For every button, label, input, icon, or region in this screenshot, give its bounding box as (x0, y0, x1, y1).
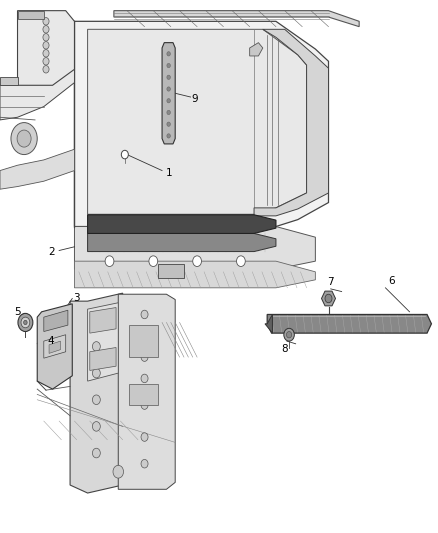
Polygon shape (90, 308, 116, 333)
Circle shape (113, 465, 124, 478)
Circle shape (92, 395, 100, 405)
Circle shape (43, 34, 49, 41)
Polygon shape (88, 215, 276, 233)
Text: 8: 8 (281, 344, 288, 354)
Circle shape (325, 294, 332, 303)
Polygon shape (44, 335, 66, 358)
Circle shape (43, 58, 49, 65)
Polygon shape (265, 314, 272, 333)
Circle shape (43, 50, 49, 57)
Circle shape (92, 315, 100, 325)
Polygon shape (88, 303, 118, 381)
Polygon shape (162, 43, 175, 144)
Polygon shape (88, 233, 276, 252)
Circle shape (141, 401, 148, 409)
Circle shape (141, 374, 148, 383)
Circle shape (43, 66, 49, 73)
Circle shape (167, 99, 170, 103)
Text: 9: 9 (191, 94, 198, 103)
Circle shape (24, 320, 27, 325)
Circle shape (92, 342, 100, 351)
Polygon shape (44, 310, 68, 332)
Polygon shape (70, 293, 123, 493)
Circle shape (149, 256, 158, 266)
Polygon shape (267, 314, 431, 333)
Polygon shape (114, 11, 359, 27)
Polygon shape (74, 21, 328, 227)
Circle shape (21, 317, 30, 328)
Polygon shape (250, 43, 263, 56)
Circle shape (237, 256, 245, 266)
Polygon shape (88, 29, 307, 214)
Circle shape (193, 256, 201, 266)
Circle shape (141, 310, 148, 319)
Polygon shape (321, 291, 336, 306)
Text: 1: 1 (165, 168, 172, 178)
Circle shape (121, 150, 128, 159)
Circle shape (92, 368, 100, 378)
Circle shape (167, 52, 170, 56)
Text: 5: 5 (14, 307, 21, 317)
Text: 3: 3 (73, 294, 80, 303)
Polygon shape (74, 227, 315, 269)
Polygon shape (0, 149, 74, 189)
Polygon shape (129, 325, 158, 357)
Text: 6: 6 (389, 276, 396, 286)
Polygon shape (118, 294, 175, 489)
Circle shape (141, 332, 148, 340)
Circle shape (105, 256, 114, 266)
Circle shape (92, 422, 100, 431)
Circle shape (141, 433, 148, 441)
Polygon shape (254, 29, 328, 216)
Polygon shape (158, 264, 184, 278)
Polygon shape (129, 384, 158, 405)
Circle shape (141, 353, 148, 361)
Polygon shape (49, 341, 60, 353)
Circle shape (43, 42, 49, 49)
Text: 4: 4 (47, 336, 54, 346)
Circle shape (167, 134, 170, 138)
Circle shape (167, 75, 170, 79)
Circle shape (17, 130, 31, 147)
Polygon shape (18, 11, 44, 19)
Circle shape (11, 123, 37, 155)
Circle shape (167, 122, 170, 126)
Circle shape (92, 448, 100, 458)
Polygon shape (90, 348, 116, 370)
Polygon shape (0, 21, 74, 120)
Circle shape (167, 87, 170, 91)
Circle shape (167, 63, 170, 68)
Text: 7: 7 (327, 278, 334, 287)
Circle shape (43, 26, 49, 33)
Circle shape (286, 332, 292, 338)
Circle shape (43, 18, 49, 25)
Text: 2: 2 (48, 247, 55, 257)
Circle shape (284, 328, 294, 341)
Polygon shape (18, 11, 74, 85)
Circle shape (141, 459, 148, 468)
Polygon shape (37, 304, 72, 389)
Polygon shape (18, 21, 74, 29)
Polygon shape (0, 77, 18, 85)
Circle shape (167, 110, 170, 115)
Polygon shape (74, 261, 315, 288)
Circle shape (18, 313, 33, 332)
